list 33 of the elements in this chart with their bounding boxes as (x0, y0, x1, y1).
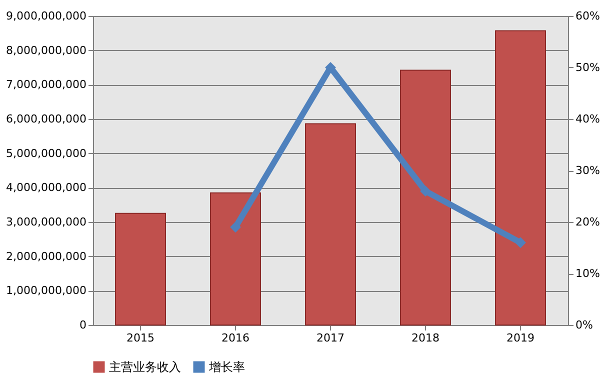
y-tick-label: 2,000,000,000 (6, 250, 86, 263)
point (515, 237, 526, 248)
y2-tick-label: 10% (576, 267, 600, 280)
y2-tick-label: 60% (576, 10, 600, 22)
y-tick-label: 3,000,000,000 (6, 216, 86, 228)
y2-tick-label: 30% (576, 164, 600, 177)
y2-tick-label: 0% (576, 318, 593, 332)
bar (115, 212, 166, 326)
bar (400, 70, 451, 326)
y2-tick-label: 20% (576, 216, 600, 228)
y-tick-label: 8,000,000,000 (6, 44, 86, 57)
legend-label: 主营业务收入 (109, 360, 181, 374)
x-tick-label: 2017 (316, 332, 344, 344)
y2-tick-label: 50% (576, 61, 600, 74)
point (230, 222, 241, 233)
bar (305, 123, 356, 326)
x-tick-label: 2018 (412, 332, 440, 344)
y-tick-label: 9,000,000,000 (6, 10, 86, 22)
point (420, 186, 431, 197)
legend-label: 增长率 (208, 360, 245, 374)
y2-tick-label: 40% (576, 112, 600, 126)
y-tick-label: 7,000,000,000 (6, 78, 86, 92)
bar (210, 192, 261, 326)
x-tick-label: 2016 (222, 332, 250, 344)
bar (495, 30, 546, 326)
y-tick-label: 6,000,000,000 (6, 112, 86, 126)
x-tick-label: 2015 (126, 332, 154, 344)
point (325, 62, 336, 73)
x-tick-label: 2019 (506, 332, 534, 344)
y-tick-label: 5,000,000,000 (6, 146, 86, 160)
y-tick-label: 0 (80, 318, 86, 332)
y-tick-label: 1,000,000,000 (6, 284, 86, 298)
y-tick-label: 4,000,000,000 (6, 181, 86, 194)
